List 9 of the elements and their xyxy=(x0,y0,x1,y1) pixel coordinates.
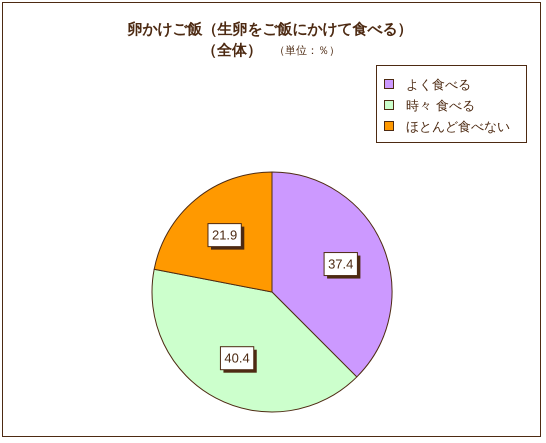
legend-label: 時々 食べる xyxy=(406,99,476,114)
data-label: 37.4 xyxy=(328,256,354,272)
legend-label: よく食べる xyxy=(406,78,471,93)
chart-subtitle: （全体） xyxy=(202,41,262,59)
chart-title: 卵かけご飯（生卵をご飯にかけて食べる） xyxy=(126,20,412,38)
data-label: 21.9 xyxy=(212,228,238,243)
text: （単位：％） xyxy=(274,44,340,57)
legend-label: ほとんど食べない xyxy=(406,120,510,135)
data-label: 40.4 xyxy=(224,350,250,366)
